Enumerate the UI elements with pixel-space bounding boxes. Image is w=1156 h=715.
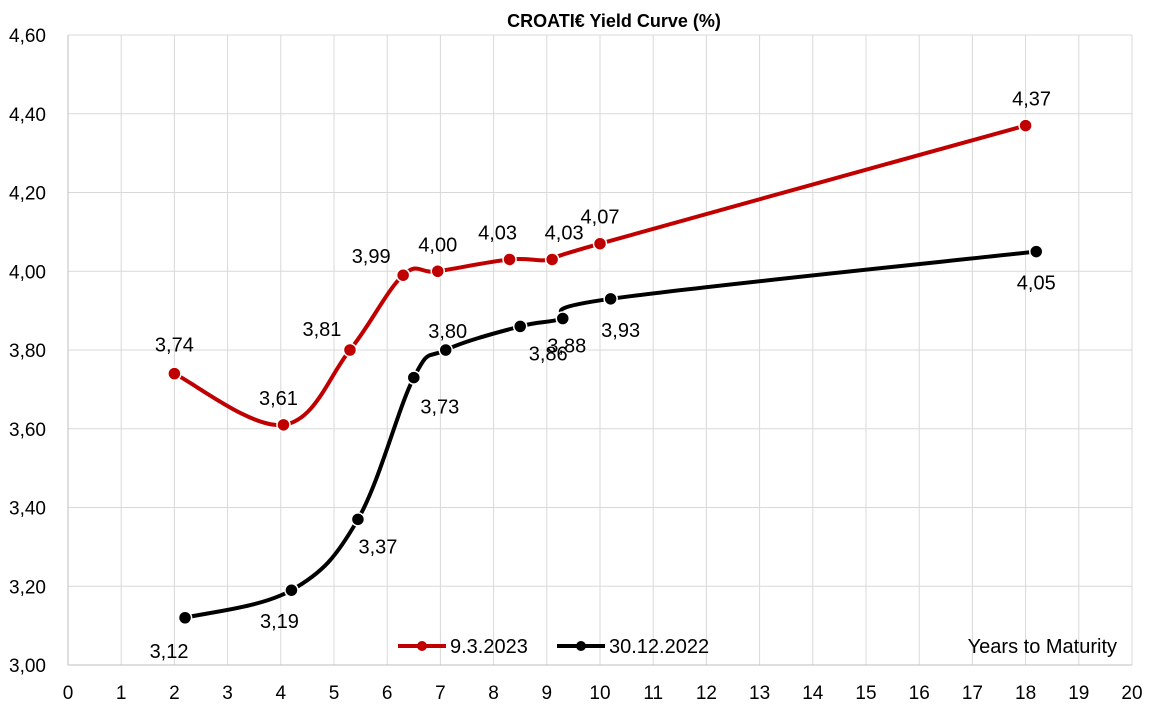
x-tick-label: 10 [589,683,610,704]
data-point-series-2 [512,319,528,334]
x-tick-label: 4 [276,683,287,704]
data-point-series-2 [555,311,571,326]
data-point-series-2 [177,610,193,625]
data-label-series-1: 3,61 [259,388,298,410]
x-tick-label: 20 [1121,683,1142,704]
x-tick-label: 11 [643,683,663,704]
x-tick-label: 17 [962,683,983,704]
data-point-series-2 [438,342,453,358]
y-tick-label: 3,40 [9,499,46,520]
legend-marker-series-2 [576,641,586,651]
data-label-series-1: 4,37 [1012,89,1051,111]
x-tick-label: 14 [802,683,824,704]
data-label-series-2: 3,93 [601,320,640,342]
data-label-series-2: 3,37 [358,536,397,558]
data-label-series-1: 4,00 [418,234,457,256]
data-point-series-2 [603,291,618,307]
data-point-series-1 [544,252,560,267]
data-label-series-2: 3,80 [428,321,467,343]
axes: 0 1 2 3 4 5 6 7 8 9 10 11 12 13 14 15 16 17 18 19 203,003,20… [9,26,1143,704]
series-line-1 [172,123,1028,427]
x-tick-label: 19 [1068,683,1089,704]
data-label-series-1: 3,99 [352,246,391,268]
x-tick-label: 3 [222,683,233,704]
y-tick-label: 3,20 [9,577,46,598]
series-line-2 [183,249,1039,620]
data-point-series-1 [502,252,517,267]
data-point-series-1 [430,264,445,279]
y-tick-label: 3,80 [9,341,46,362]
data-point-series-2 [406,370,422,385]
x-tick-label: 13 [749,683,770,704]
data-label-series-2: 4,05 [1017,273,1056,295]
data-label-series-2: 3,88 [547,336,586,358]
x-tick-label: 5 [329,683,340,704]
data-label-series-1: 4,07 [581,207,620,229]
grid [67,34,1133,666]
data-label-series-2: 3,12 [150,641,189,663]
y-tick-label: 4,00 [9,262,46,283]
data-point-series-1 [276,417,291,433]
chart-title: CROATI€ Yield Curve (%) [507,11,721,31]
legend-marker-series-1 [417,641,427,651]
x-tick-label: 2 [169,683,180,704]
data-point-series-2 [1028,244,1044,259]
data-label-series-1: 3,74 [155,335,194,357]
data-label-series-1: 4,03 [545,222,584,244]
data-label-series-2: 3,73 [420,397,459,419]
data-point-series-1 [167,366,182,381]
x-tick-label: 7 [435,683,446,704]
y-tick-label: 3,00 [9,656,46,677]
x-tick-label: 15 [855,683,876,704]
data-point-series-1 [395,267,411,283]
x-tick-label: 8 [488,683,499,704]
y-tick-label: 4,40 [9,105,46,126]
legend-label-series-1: 9.3.2023 [450,636,528,658]
x-tick-label: 16 [909,683,930,704]
x-tick-label: 12 [696,683,717,704]
x-axis-label: Years to Maturity [968,636,1117,658]
data-label-series-1: 3,81 [302,319,341,341]
data-label-series-2: 3,19 [260,611,299,633]
y-tick-label: 3,60 [9,420,46,441]
data-point-series-2 [350,512,366,527]
x-tick-label: 1 [116,683,127,704]
data-point-series-1 [342,342,358,358]
x-tick-label: 18 [1015,683,1036,704]
data-label-series-1: 4,03 [478,222,517,244]
series-layer [167,118,1044,625]
x-tick-label: 0 [63,683,74,704]
data-label-series-2: 3,86 [529,343,568,365]
data-labels: 3,743,613,813,994,004,03 4,034,074,373,12… [150,89,1056,663]
data-point-series-2 [284,582,299,598]
data-point-series-1 [1018,118,1033,133]
data-point-series-1 [592,236,608,251]
legend: 9.3.2023 30.12.2022 [398,636,709,658]
y-tick-label: 4,20 [9,184,46,205]
legend-label-series-2: 30.12.2022 [609,636,709,658]
x-tick-label: 6 [382,683,393,704]
x-tick-label: 9 [542,683,553,704]
y-tick-label: 4,60 [9,26,46,47]
